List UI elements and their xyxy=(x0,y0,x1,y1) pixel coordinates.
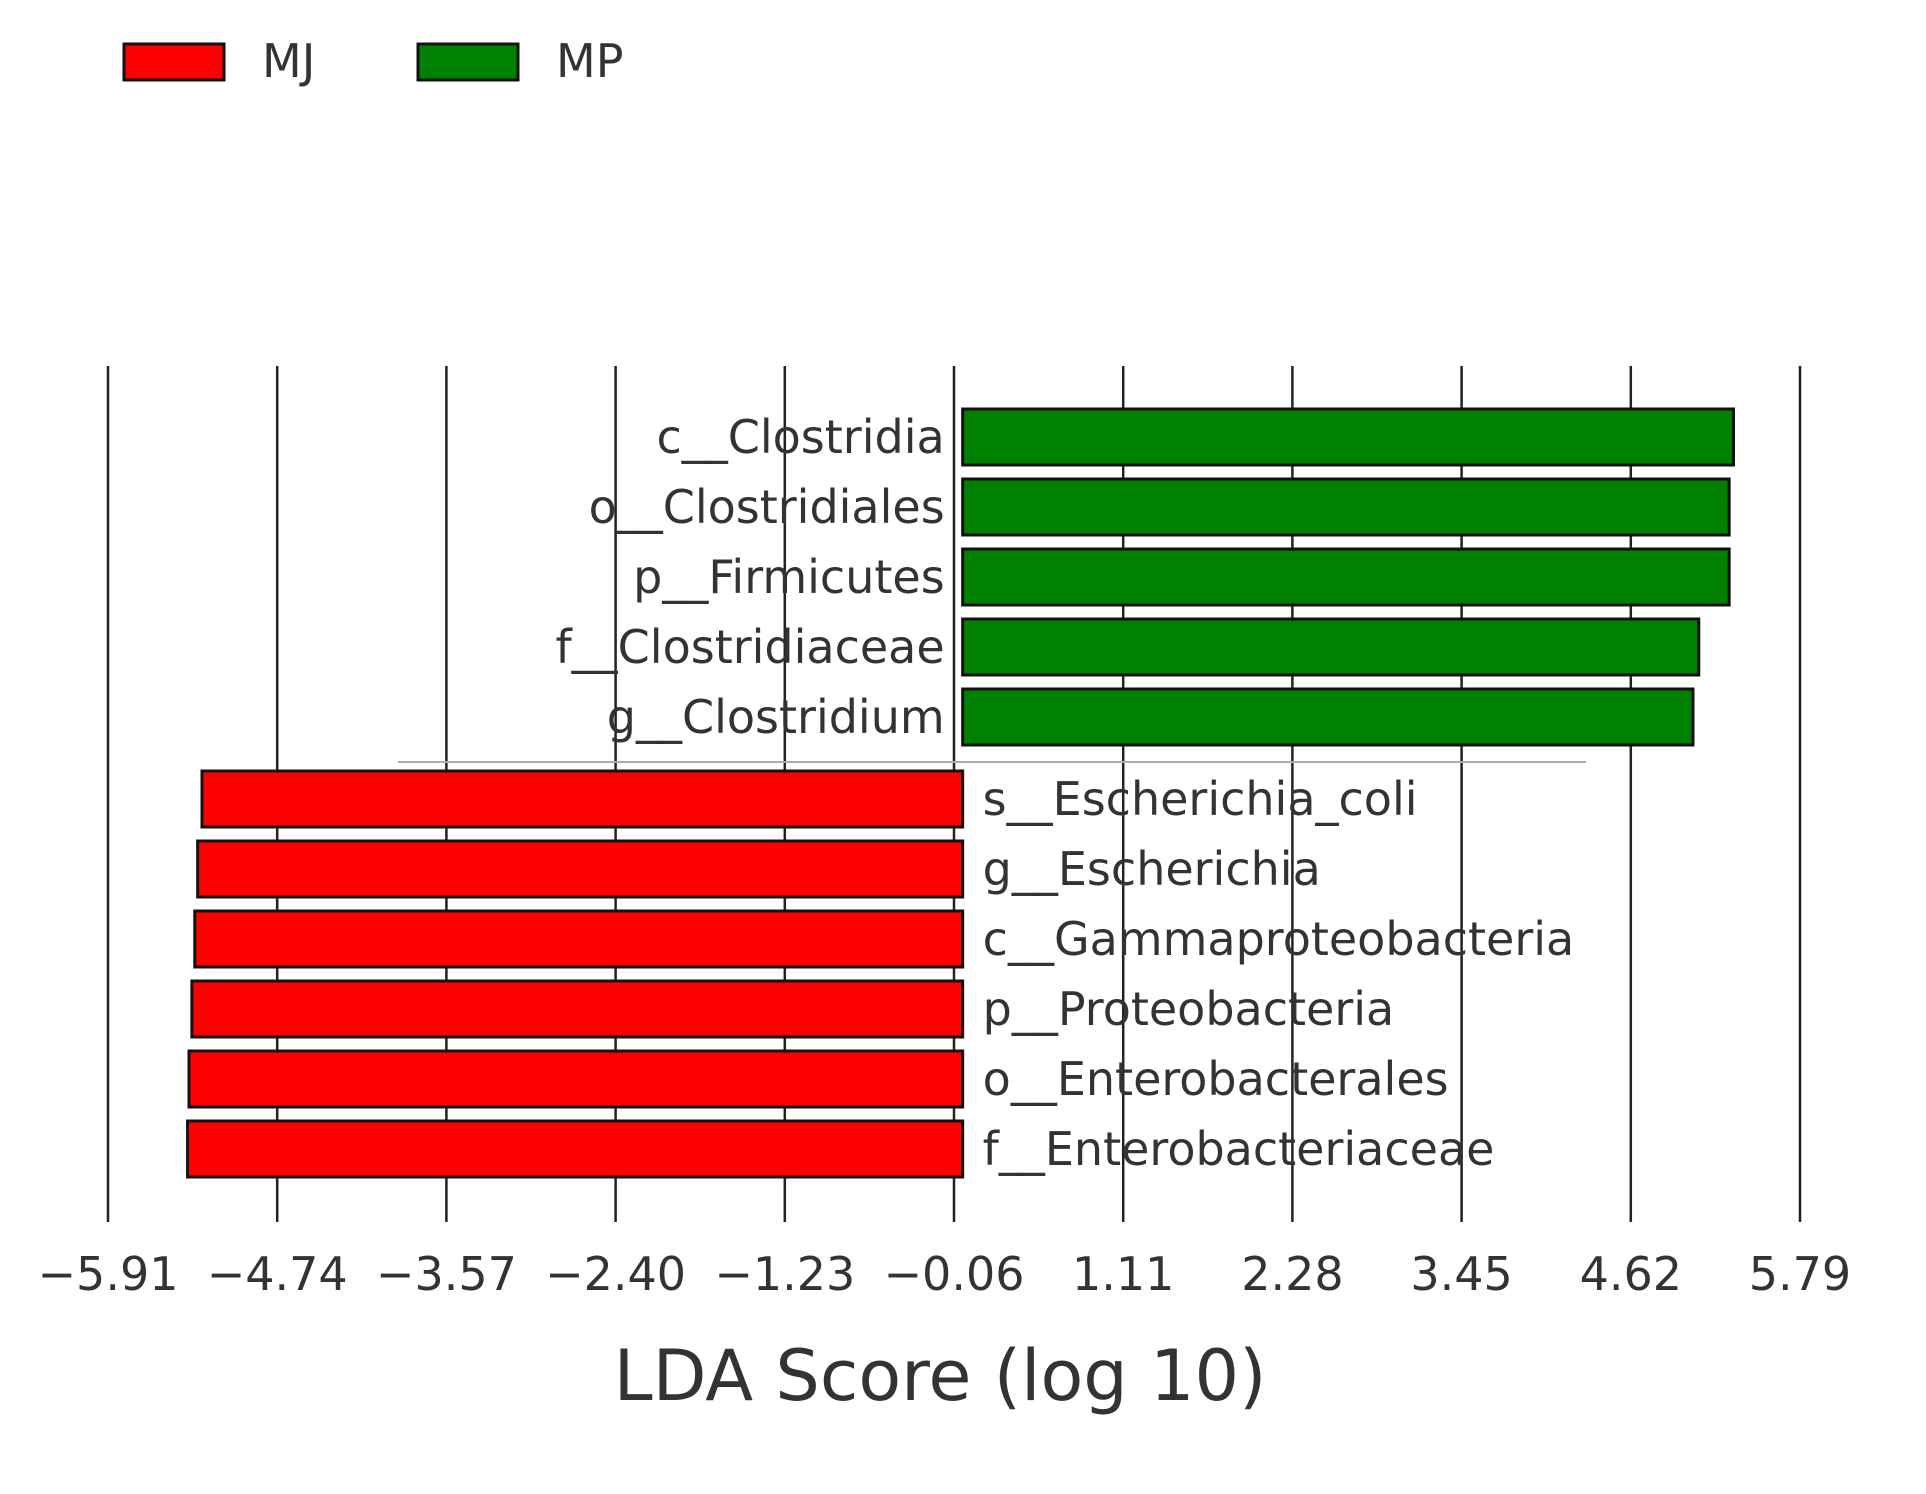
legend-swatch-mp xyxy=(416,42,520,82)
bars xyxy=(186,407,1735,1179)
bar-s-escherichia-coli xyxy=(200,769,965,829)
x-tick-label: 2.28 xyxy=(1241,1247,1343,1301)
legend-label-mp: MP xyxy=(556,34,623,88)
bar-label: c__Gammaproteobacteria xyxy=(983,912,1575,966)
x-tick-label: 5.79 xyxy=(1749,1247,1851,1301)
legend: MJ MP xyxy=(122,34,623,88)
bar-f-enterobacteriaceae xyxy=(186,1119,965,1179)
bar-f-clostridiaceae xyxy=(961,617,1701,677)
bar-label: p__Firmicutes xyxy=(633,550,945,604)
x-tick-label: −5.91 xyxy=(38,1247,179,1301)
bar-c-gammaproteobacteria xyxy=(193,909,965,969)
x-tick-label: −3.57 xyxy=(376,1247,517,1301)
x-tick-label: 3.45 xyxy=(1410,1247,1512,1301)
x-axis-title: LDA Score (log 10) xyxy=(614,1335,1267,1417)
bar-label: o__Enterobacterales xyxy=(983,1052,1449,1106)
x-tick-label: −2.40 xyxy=(545,1247,686,1301)
bar-label: p__Proteobacteria xyxy=(983,982,1395,1036)
x-tick-label: 4.62 xyxy=(1580,1247,1682,1301)
bar-labels: c__Clostridia o__Clostridiales p__Firmicut… xyxy=(555,410,1574,1176)
bar-p-proteobacteria xyxy=(190,979,965,1039)
bar-label: o__Clostridiales xyxy=(589,480,945,534)
bar-c-clostridia xyxy=(961,407,1735,467)
bar-label: f__Clostridiaceae xyxy=(555,620,944,674)
bar-label: f__Enterobacteriaceae xyxy=(983,1122,1495,1176)
bar-p-firmicutes xyxy=(961,547,1731,607)
bar-label: g__Escherichia xyxy=(983,842,1321,896)
x-tick-label: −1.23 xyxy=(714,1247,855,1301)
x-tick-labels: −5.91 −4.74 −3.57 −2.40 −1.23 −0.06 1.11 2.28 3.… xyxy=(38,1247,1852,1301)
x-tick-label: 1.11 xyxy=(1072,1247,1174,1301)
bar-g-clostridium xyxy=(961,687,1695,747)
bar-label: c__Clostridia xyxy=(656,410,944,464)
bar-o-enterobacterales xyxy=(187,1049,965,1109)
legend-swatch-mj xyxy=(122,42,226,82)
x-tick-label: −4.74 xyxy=(207,1247,348,1301)
bar-o-clostridiales xyxy=(961,477,1731,537)
bar-label: g__Clostridium xyxy=(607,690,945,744)
bar-g-escherichia xyxy=(196,839,965,899)
legend-label-mj: MJ xyxy=(262,34,315,88)
x-tick-label: −0.06 xyxy=(884,1247,1025,1301)
bar-label: s__Escherichia_coli xyxy=(983,772,1418,826)
